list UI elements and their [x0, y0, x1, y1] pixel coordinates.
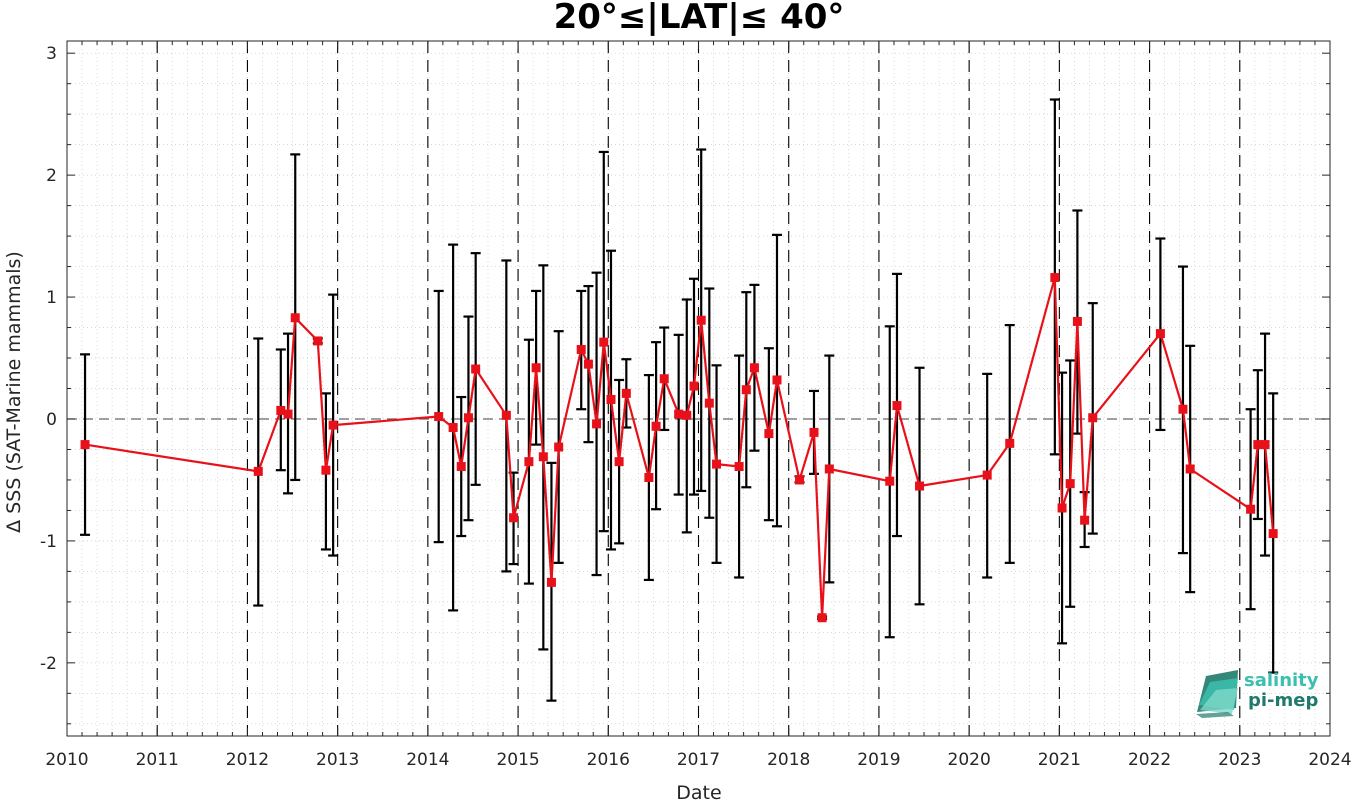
data-point: [576, 344, 586, 354]
logo-text-salinity: salinity: [1244, 670, 1319, 691]
data-point: [592, 419, 602, 429]
wave-icon: [1196, 670, 1238, 718]
data-point: [434, 412, 444, 422]
y-tick-label: 0: [46, 410, 57, 430]
data-point: [764, 429, 774, 439]
data-point: [253, 466, 263, 476]
x-tick-label: 2024: [1308, 750, 1351, 770]
data-point: [682, 410, 692, 420]
data-point: [915, 481, 925, 491]
data-point: [1268, 529, 1278, 539]
data-point: [1050, 273, 1060, 283]
data-point: [471, 364, 481, 374]
data-point: [599, 337, 609, 347]
x-tick-labels: 2010 2011 2012 2013 2014 2015 2016 2017 2018 2019…: [45, 750, 1351, 770]
data-point: [712, 459, 722, 469]
axes-frame: [66, 40, 1331, 737]
data-point: [1088, 413, 1098, 423]
data-point: [1065, 479, 1075, 489]
x-axis-label: Date: [676, 782, 721, 801]
y-tick-labels: -2 -1 0 1 2 3: [40, 44, 57, 674]
data-point: [501, 410, 511, 420]
data-point: [313, 336, 323, 346]
data-point: [1155, 329, 1165, 339]
data-point: [689, 381, 699, 391]
data-point: [321, 465, 331, 475]
data-point: [621, 388, 631, 398]
x-tick-label: 2012: [226, 750, 269, 770]
logo-text-pi-mep: pi-mep: [1248, 690, 1318, 711]
data-point: [531, 363, 541, 373]
y-tick-label: 3: [46, 44, 57, 64]
x-tick-label: 2016: [587, 750, 630, 770]
x-tick-label: 2015: [496, 750, 539, 770]
data-point: [809, 427, 819, 437]
data-point: [772, 375, 782, 385]
series-markers: [80, 273, 1278, 623]
data-point: [546, 577, 556, 587]
data-point: [554, 442, 564, 452]
data-point: [80, 440, 90, 450]
data-point: [982, 470, 992, 480]
data-point: [463, 413, 473, 423]
x-tick-label: 2011: [136, 750, 179, 770]
x-tick-label: 2014: [406, 750, 449, 770]
data-point: [817, 613, 827, 623]
data-point: [606, 394, 616, 404]
data-point: [1005, 438, 1015, 448]
data-point: [1057, 503, 1067, 513]
y-tick-label: -2: [40, 654, 57, 674]
data-point: [651, 421, 661, 431]
x-tick-label: 2010: [45, 750, 88, 770]
data-point: [583, 359, 593, 369]
data-point: [741, 385, 751, 395]
data-point: [283, 409, 293, 419]
data-point: [885, 476, 895, 486]
y-tick-label: 2: [46, 166, 57, 186]
data-point: [749, 363, 759, 373]
x-tick-label: 2020: [948, 750, 991, 770]
x-tick-label: 2023: [1218, 750, 1261, 770]
data-point: [538, 452, 548, 462]
data-point: [1260, 440, 1270, 450]
data-point: [328, 420, 338, 430]
chart-title: 20°≤|LAT|≤ 40°: [554, 0, 845, 37]
data-point: [659, 374, 669, 384]
salinity-pi-mep-logo: salinity pi-mep: [1196, 670, 1319, 718]
data-point: [614, 457, 624, 467]
x-tick-label: 2022: [1128, 750, 1171, 770]
data-point: [1246, 504, 1256, 514]
data-point: [892, 401, 902, 411]
data-point: [290, 313, 300, 323]
grid-lines: [66, 41, 1331, 736]
data-point: [524, 457, 534, 467]
data-point: [704, 398, 714, 408]
data-point: [1178, 404, 1188, 414]
data-point: [448, 423, 458, 433]
data-point: [696, 315, 706, 325]
x-tick-label: 2019: [857, 750, 900, 770]
data-point: [824, 464, 834, 474]
y-tick-label: 1: [46, 288, 57, 308]
data-point: [1072, 316, 1082, 326]
x-tick-label: 2013: [316, 750, 359, 770]
y-tick-label: -1: [40, 532, 57, 552]
x-tick-label: 2017: [677, 750, 720, 770]
data-point: [1185, 464, 1195, 474]
data-point: [644, 473, 654, 483]
data-point: [674, 409, 684, 419]
data-point: [456, 462, 466, 472]
y-axis-label: Δ SSS (SAT-Marine mammals): [3, 251, 25, 533]
data-point: [509, 513, 519, 523]
data-point: [734, 462, 744, 472]
data-point: [1080, 515, 1090, 525]
x-tick-label: 2021: [1038, 750, 1081, 770]
x-tick-label: 2018: [767, 750, 810, 770]
data-point: [795, 475, 805, 485]
